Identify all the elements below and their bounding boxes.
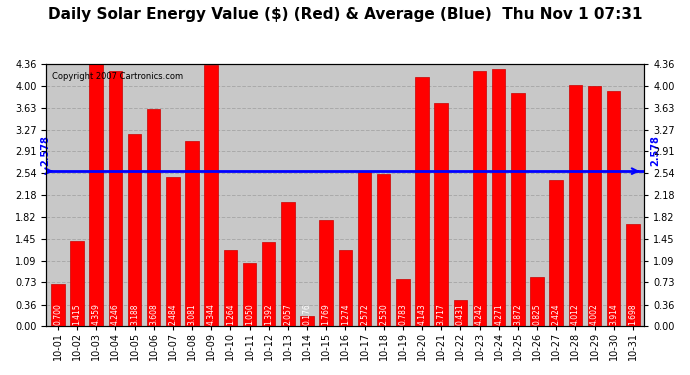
Text: 2.578: 2.578 [41, 135, 50, 166]
Text: 2.530: 2.530 [380, 303, 388, 325]
Bar [473, 71, 486, 326]
Text: 4.012: 4.012 [571, 303, 580, 325]
Text: 2.424: 2.424 [552, 303, 561, 325]
Bar [204, 65, 218, 326]
Bar [186, 141, 199, 326]
Text: 0.700: 0.700 [53, 303, 62, 325]
Bar [108, 71, 122, 326]
Text: 0.825: 0.825 [533, 303, 542, 325]
Text: Daily Solar Energy Value ($) (Red) & Average (Blue)  Thu Nov 1 07:31: Daily Solar Energy Value ($) (Red) & Ave… [48, 8, 642, 22]
Bar [377, 174, 391, 326]
Bar [588, 86, 601, 326]
Text: 4.002: 4.002 [590, 303, 599, 325]
Text: 1.415: 1.415 [72, 303, 81, 325]
Bar [319, 220, 333, 326]
Bar [626, 224, 640, 326]
Bar [147, 109, 160, 326]
Bar [569, 85, 582, 326]
Text: 1.392: 1.392 [264, 303, 273, 325]
Bar [549, 180, 563, 326]
Bar [262, 243, 275, 326]
Text: 0.431: 0.431 [456, 303, 465, 325]
Text: 4.271: 4.271 [494, 303, 503, 325]
Bar [358, 171, 371, 326]
Text: 1.264: 1.264 [226, 303, 235, 325]
Text: 1.769: 1.769 [322, 303, 331, 325]
Text: 3.914: 3.914 [609, 303, 618, 325]
Bar [453, 300, 467, 326]
Bar [396, 279, 410, 326]
Bar [300, 316, 314, 326]
Text: 4.143: 4.143 [417, 303, 426, 325]
Bar [281, 202, 295, 326]
Text: 1.698: 1.698 [629, 303, 638, 325]
Bar [492, 69, 505, 326]
Bar [511, 93, 524, 326]
Text: 1.050: 1.050 [245, 303, 254, 325]
Bar [531, 277, 544, 326]
Text: 3.717: 3.717 [437, 303, 446, 325]
Text: 3.081: 3.081 [188, 303, 197, 325]
Text: 3.188: 3.188 [130, 303, 139, 325]
Bar [90, 64, 103, 326]
Bar [415, 77, 428, 326]
Bar [435, 103, 448, 326]
Bar [70, 241, 83, 326]
Text: 0.783: 0.783 [398, 303, 407, 325]
Text: 2.484: 2.484 [168, 303, 177, 325]
Text: 2.578: 2.578 [650, 135, 660, 166]
Text: Copyright 2007 Cartronics.com: Copyright 2007 Cartronics.com [52, 72, 184, 81]
Text: 3.872: 3.872 [513, 303, 522, 325]
Text: 4.344: 4.344 [207, 303, 216, 325]
Text: 2.572: 2.572 [360, 303, 369, 325]
Text: 4.242: 4.242 [475, 303, 484, 325]
Bar [607, 91, 620, 326]
Text: 1.274: 1.274 [341, 303, 350, 325]
Bar [166, 177, 179, 326]
Bar [51, 284, 65, 326]
Bar [128, 135, 141, 326]
Text: 4.246: 4.246 [111, 303, 120, 325]
Text: 2.057: 2.057 [284, 303, 293, 325]
Bar [224, 250, 237, 326]
Bar [243, 263, 256, 326]
Text: 4.359: 4.359 [92, 303, 101, 325]
Bar [339, 250, 352, 326]
Text: 3.608: 3.608 [149, 303, 158, 325]
Text: 0.176: 0.176 [302, 303, 311, 325]
